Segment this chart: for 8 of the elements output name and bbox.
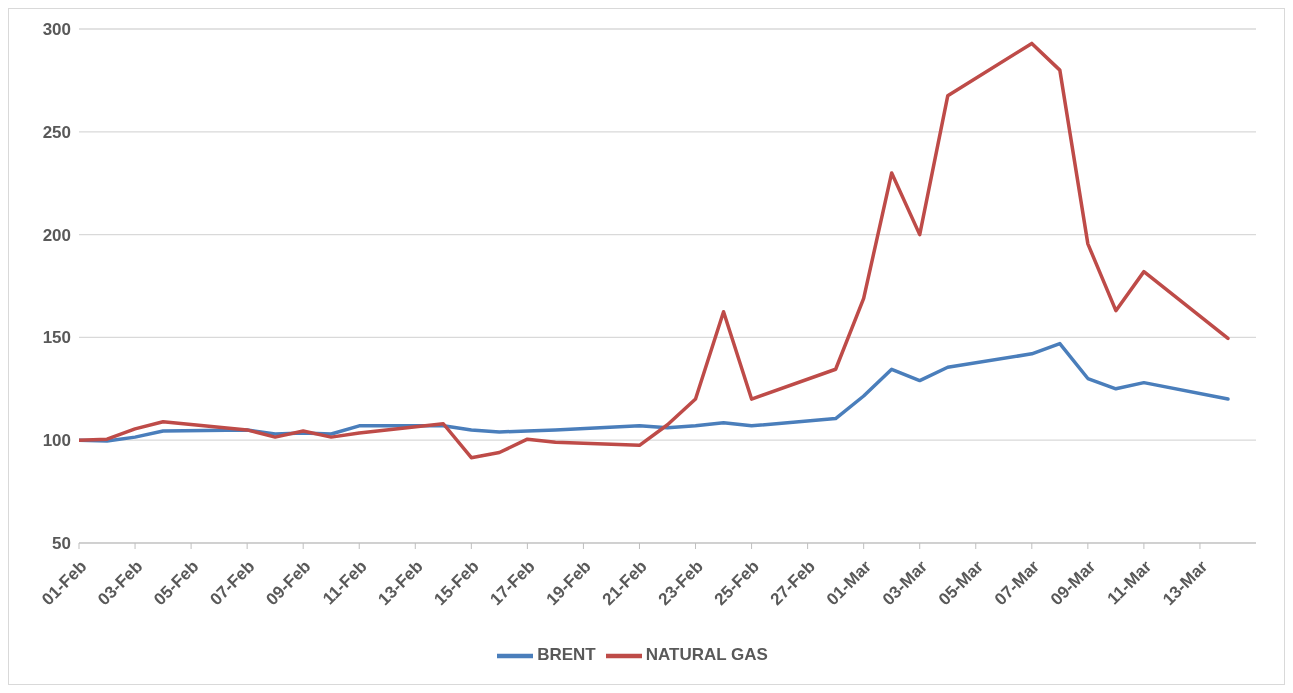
legend-label: NATURAL GAS bbox=[645, 645, 768, 665]
y-tick-label: 50 bbox=[52, 534, 71, 554]
y-tick-label: 150 bbox=[42, 328, 71, 348]
y-tick-label: 100 bbox=[42, 431, 71, 451]
y-tick-label: 250 bbox=[42, 122, 71, 142]
y-tick-label: 200 bbox=[42, 225, 71, 245]
legend-label: BRENT bbox=[537, 645, 596, 665]
y-tick-label: 300 bbox=[42, 20, 71, 40]
